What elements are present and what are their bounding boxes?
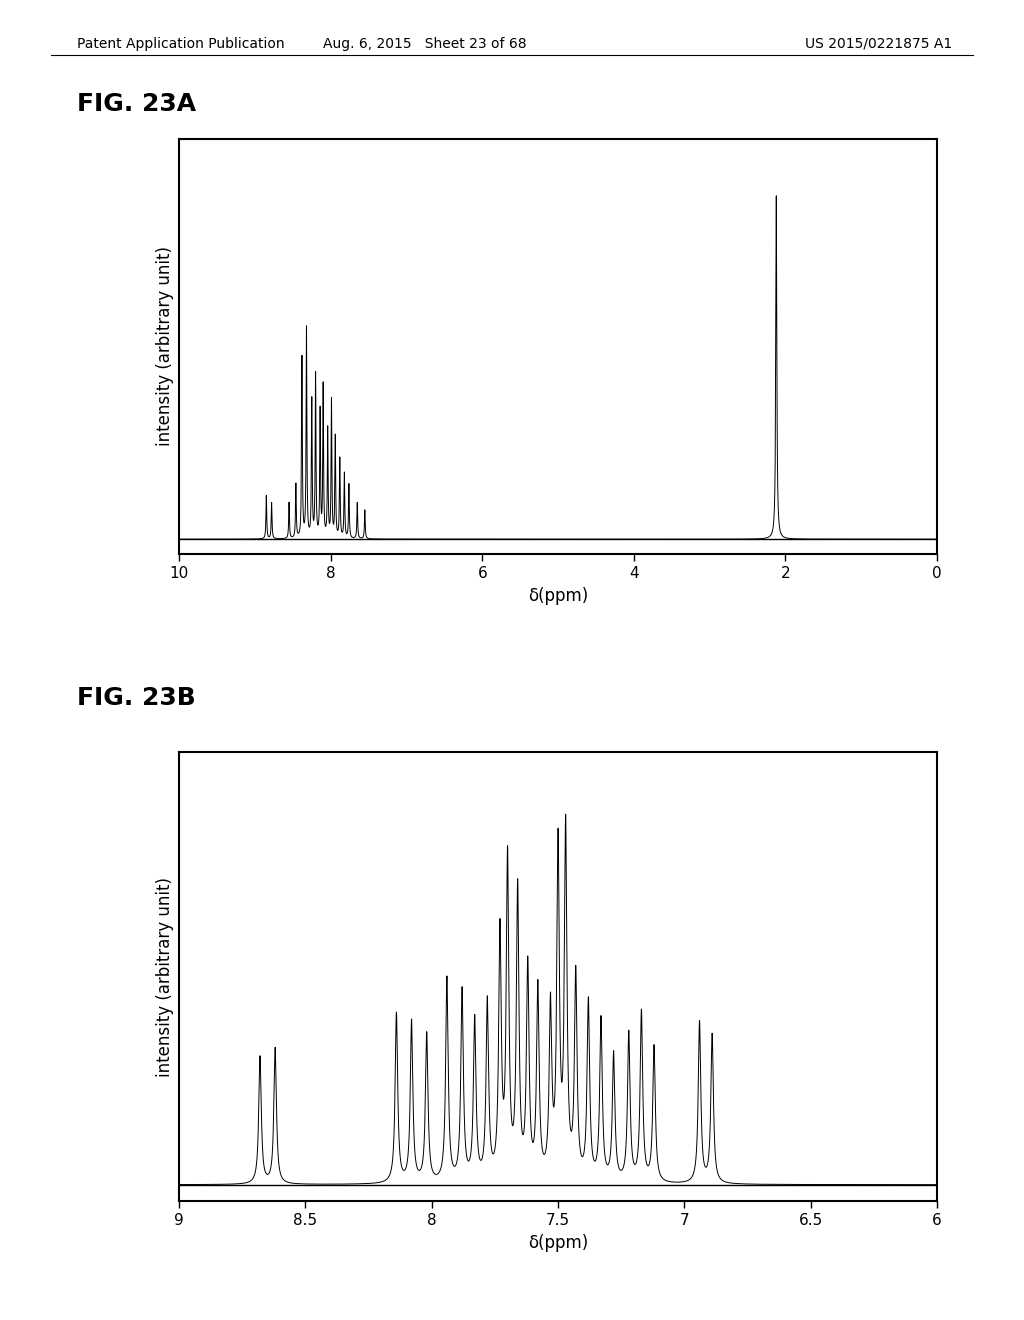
Text: FIG. 23B: FIG. 23B — [77, 686, 196, 710]
X-axis label: δ(ppm): δ(ppm) — [528, 1234, 588, 1251]
Text: Patent Application Publication: Patent Application Publication — [77, 37, 285, 51]
Text: US 2015/0221875 A1: US 2015/0221875 A1 — [805, 37, 952, 51]
Text: Aug. 6, 2015   Sheet 23 of 68: Aug. 6, 2015 Sheet 23 of 68 — [324, 37, 526, 51]
Y-axis label: intensity (arbitrary unit): intensity (arbitrary unit) — [156, 876, 174, 1077]
X-axis label: δ(ppm): δ(ppm) — [528, 587, 588, 605]
Text: FIG. 23A: FIG. 23A — [77, 92, 196, 116]
Y-axis label: intensity (arbitrary unit): intensity (arbitrary unit) — [156, 247, 174, 446]
